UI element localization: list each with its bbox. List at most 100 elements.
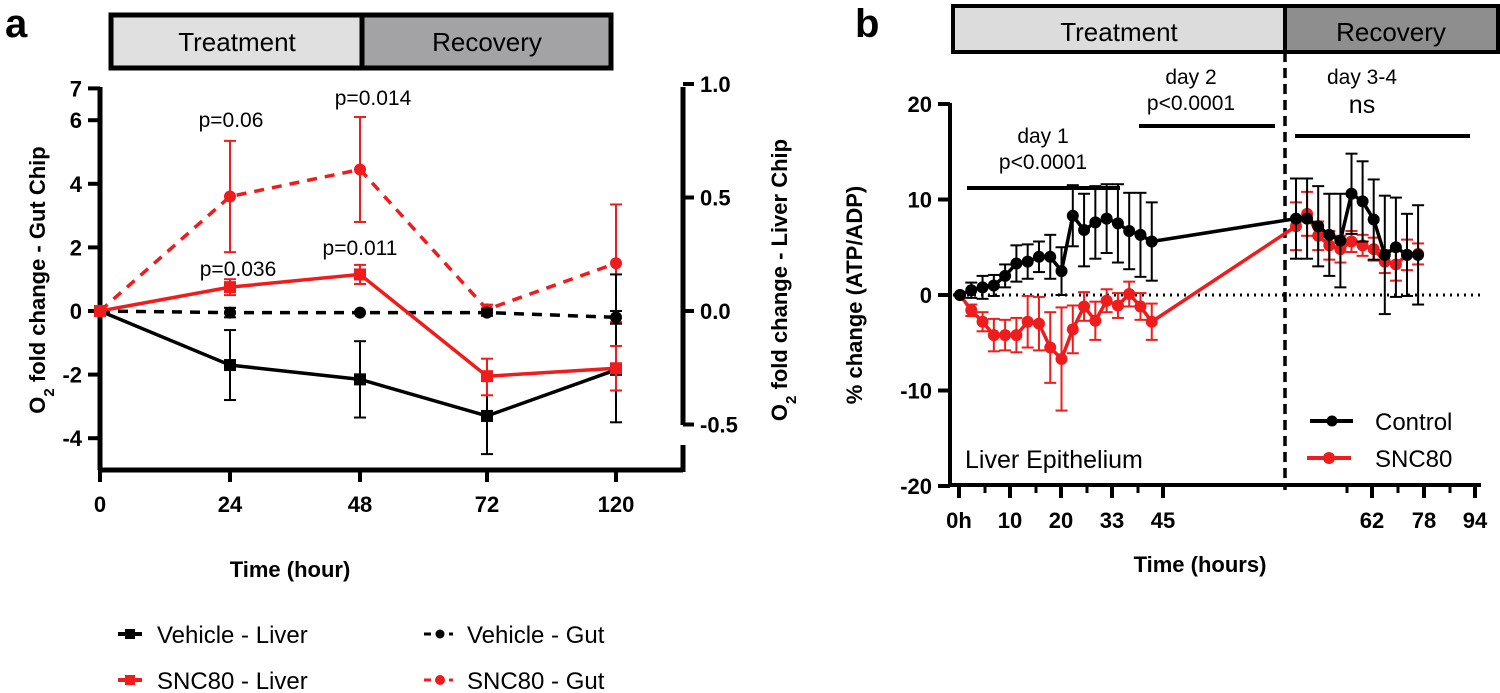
data-point	[224, 190, 236, 203]
data-point	[1032, 317, 1045, 330]
data-point	[1066, 323, 1079, 336]
legend-circle-marker-icon	[435, 675, 445, 685]
data-point	[1334, 234, 1347, 247]
data-point	[1123, 225, 1136, 238]
data-point	[1089, 216, 1102, 229]
data-point	[1356, 195, 1369, 208]
x-tick-label: 10	[998, 508, 1022, 533]
panel-b-x-title: Time (hours)	[1134, 552, 1267, 577]
legend-square-marker-icon	[125, 675, 135, 685]
legend-vehicle-liver: Vehicle - Liver	[118, 622, 308, 649]
series-vehicle-gut	[94, 305, 622, 325]
data-point	[354, 163, 366, 176]
phase-treatment-label: Treatment	[178, 27, 296, 57]
panel-b-inside-label: Liver Epithelium	[965, 446, 1143, 474]
series-line	[99, 309, 617, 418]
data-point	[999, 329, 1012, 342]
y-right-tick-label: -0.5	[700, 413, 738, 438]
legend-circle-marker-icon	[1323, 452, 1335, 464]
data-point	[610, 257, 622, 270]
data-point	[481, 306, 493, 319]
annot-p-0-06: p=0.06	[199, 109, 264, 132]
legend-circle-marker-icon	[435, 629, 445, 639]
phase-recovery	[1283, 4, 1500, 54]
data-point	[1323, 228, 1336, 241]
data-point	[987, 329, 1000, 342]
data-point	[94, 305, 106, 317]
panel-b-legend: Control SNC80	[1307, 409, 1452, 473]
data-point	[481, 409, 493, 422]
panel-b-annotations: day 1 p<0.0001 day 2 p<0.0001 day 3-4 ns	[967, 66, 1470, 190]
panel-a-legend: Vehicle - Liver Vehicle - Gut SNC80 - Li…	[118, 622, 605, 693]
data-point	[1290, 212, 1302, 225]
series-snc80-liver	[94, 263, 622, 397]
data-point	[1100, 294, 1113, 307]
panel-b-phase-bar: Treatment Recovery	[951, 4, 1500, 54]
panel-a-axes	[97, 87, 686, 473]
data-point	[1123, 288, 1136, 301]
data-point	[1044, 341, 1057, 354]
y-tick-label: -10	[900, 379, 932, 404]
legend-vehicle-gut: Vehicle - Gut	[424, 622, 605, 649]
phase-treatment	[951, 4, 1287, 54]
annot-p-0-011: p=0.011	[323, 237, 398, 260]
data-point	[354, 268, 366, 281]
data-point	[976, 281, 989, 294]
y-right-tick-label: 1.0	[700, 72, 731, 97]
data-point	[1021, 315, 1034, 328]
panel-b-x-ticks: 0h 10 20 33 45 62 78 94	[946, 485, 1488, 533]
data-point	[1100, 212, 1113, 225]
legend-circle-marker-icon	[1326, 415, 1338, 427]
annot-day2-p: p<0.0001	[1147, 92, 1235, 115]
data-point	[1345, 235, 1358, 248]
panel-a-y-right-title: O2 fold change - Liver Chip	[767, 139, 800, 421]
panel-a-series	[94, 116, 622, 456]
data-point	[1055, 352, 1068, 365]
y-left-tick-label: -2	[62, 363, 82, 388]
annot-p-0-014: p=0.014	[335, 87, 412, 110]
data-point	[1412, 248, 1425, 261]
annot-day1-p: p<0.0001	[999, 151, 1087, 174]
data-point	[1078, 224, 1091, 237]
data-point	[224, 359, 236, 372]
panel-a-x-title: Time (hour)	[230, 557, 351, 582]
x-tick-label: 20	[1049, 508, 1073, 533]
data-point	[1134, 300, 1147, 313]
legend-snc80: SNC80	[1307, 446, 1452, 473]
svg-text:SNC80 - Gut: SNC80 - Gut	[467, 668, 605, 693]
x-tick-label: 45	[1151, 508, 1175, 533]
phase-treatment-label: Treatment	[1060, 17, 1178, 47]
data-point	[1078, 300, 1091, 313]
data-point	[610, 362, 622, 375]
panel-a-right-ticks: -0.5 0.0 0.5 1.0	[683, 72, 738, 438]
svg-text:Vehicle - Gut: Vehicle - Gut	[467, 622, 605, 649]
data-point	[1044, 250, 1057, 263]
x-tick-label: 72	[475, 492, 499, 517]
data-point	[976, 315, 989, 328]
annot-p-0-036: p=0.036	[200, 258, 277, 281]
y-tick-label: 10	[908, 188, 932, 213]
svg-text:SNC80: SNC80	[1375, 446, 1452, 473]
svg-text:Vehicle - Liver: Vehicle - Liver	[157, 622, 308, 649]
series-vehicle-liver	[94, 273, 622, 456]
x-tick-label: 0h	[946, 508, 972, 533]
y-left-tick-label: 2	[70, 235, 82, 260]
x-tick-label: 78	[1412, 508, 1436, 533]
x-tick-label: 94	[1463, 508, 1488, 533]
annot-day1: day 1	[1017, 125, 1068, 148]
data-point	[1089, 314, 1102, 327]
data-point	[1389, 241, 1402, 254]
series-snc80-gut	[94, 116, 622, 324]
data-point	[481, 370, 493, 383]
panel-a-x-ticks: 0 24 48 72 120	[94, 470, 634, 517]
panel-a-y-left-title: O2 fold change - Gut Chip	[25, 146, 58, 413]
data-point	[1345, 187, 1358, 200]
y-left-tick-label: 4	[70, 172, 83, 197]
data-point	[224, 281, 236, 294]
phase-recovery-label: Recovery	[1336, 17, 1446, 47]
data-point	[1066, 209, 1079, 222]
legend-snc80-gut: SNC80 - Gut	[424, 668, 605, 693]
legend-snc80-liver: SNC80 - Liver	[118, 668, 308, 693]
data-point	[1301, 212, 1314, 225]
